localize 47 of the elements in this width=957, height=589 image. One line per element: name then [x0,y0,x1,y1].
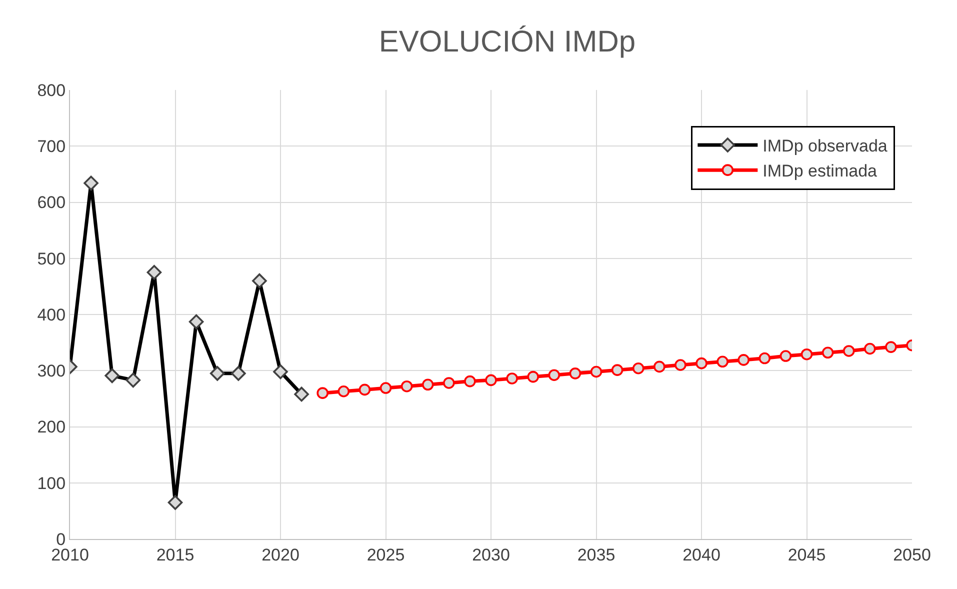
point [696,357,708,370]
y-tick-label: 200 [37,418,66,437]
point [548,369,560,382]
legend-label: IMDp estimada [762,162,878,181]
x-tick-label: 2040 [682,545,720,564]
point [842,345,855,357]
point [864,342,876,355]
point [400,380,413,392]
point [716,356,728,368]
y-tick-label: 400 [37,305,66,324]
point [338,385,350,398]
chart-title: EVOLUCIÓN IMDp [378,24,636,59]
point [738,354,750,366]
point [674,359,686,371]
y-tick-label: 300 [37,362,66,381]
x-tick-label: 2035 [577,545,616,564]
point [590,366,602,378]
point [611,364,624,376]
point [316,387,328,399]
y-tick-label: 800 [37,80,66,100]
point [443,377,455,389]
point [358,384,371,396]
point [632,362,644,374]
point [569,368,582,380]
point [422,378,434,391]
x-tick-label: 2030 [472,545,510,564]
point [527,370,539,383]
point [780,350,792,362]
point [800,348,813,360]
x-tick-label: 2045 [788,545,826,564]
y-tick-label: 500 [37,249,66,268]
point [885,341,897,353]
point [822,346,834,359]
x-tick-label: 2025 [366,545,405,564]
y-tick-label: 700 [37,137,66,156]
point [758,352,771,364]
x-tick-label: 2020 [262,545,300,564]
point [506,372,518,384]
point [380,382,392,394]
legend-label: IMDp observada [762,136,888,156]
point [485,374,497,386]
y-tick-label: 100 [37,474,66,493]
y-tick-label: 600 [37,193,66,212]
x-tick-label: 2015 [156,545,194,564]
x-tick-label: 2050 [893,545,931,564]
point [654,360,666,373]
point [464,375,476,388]
